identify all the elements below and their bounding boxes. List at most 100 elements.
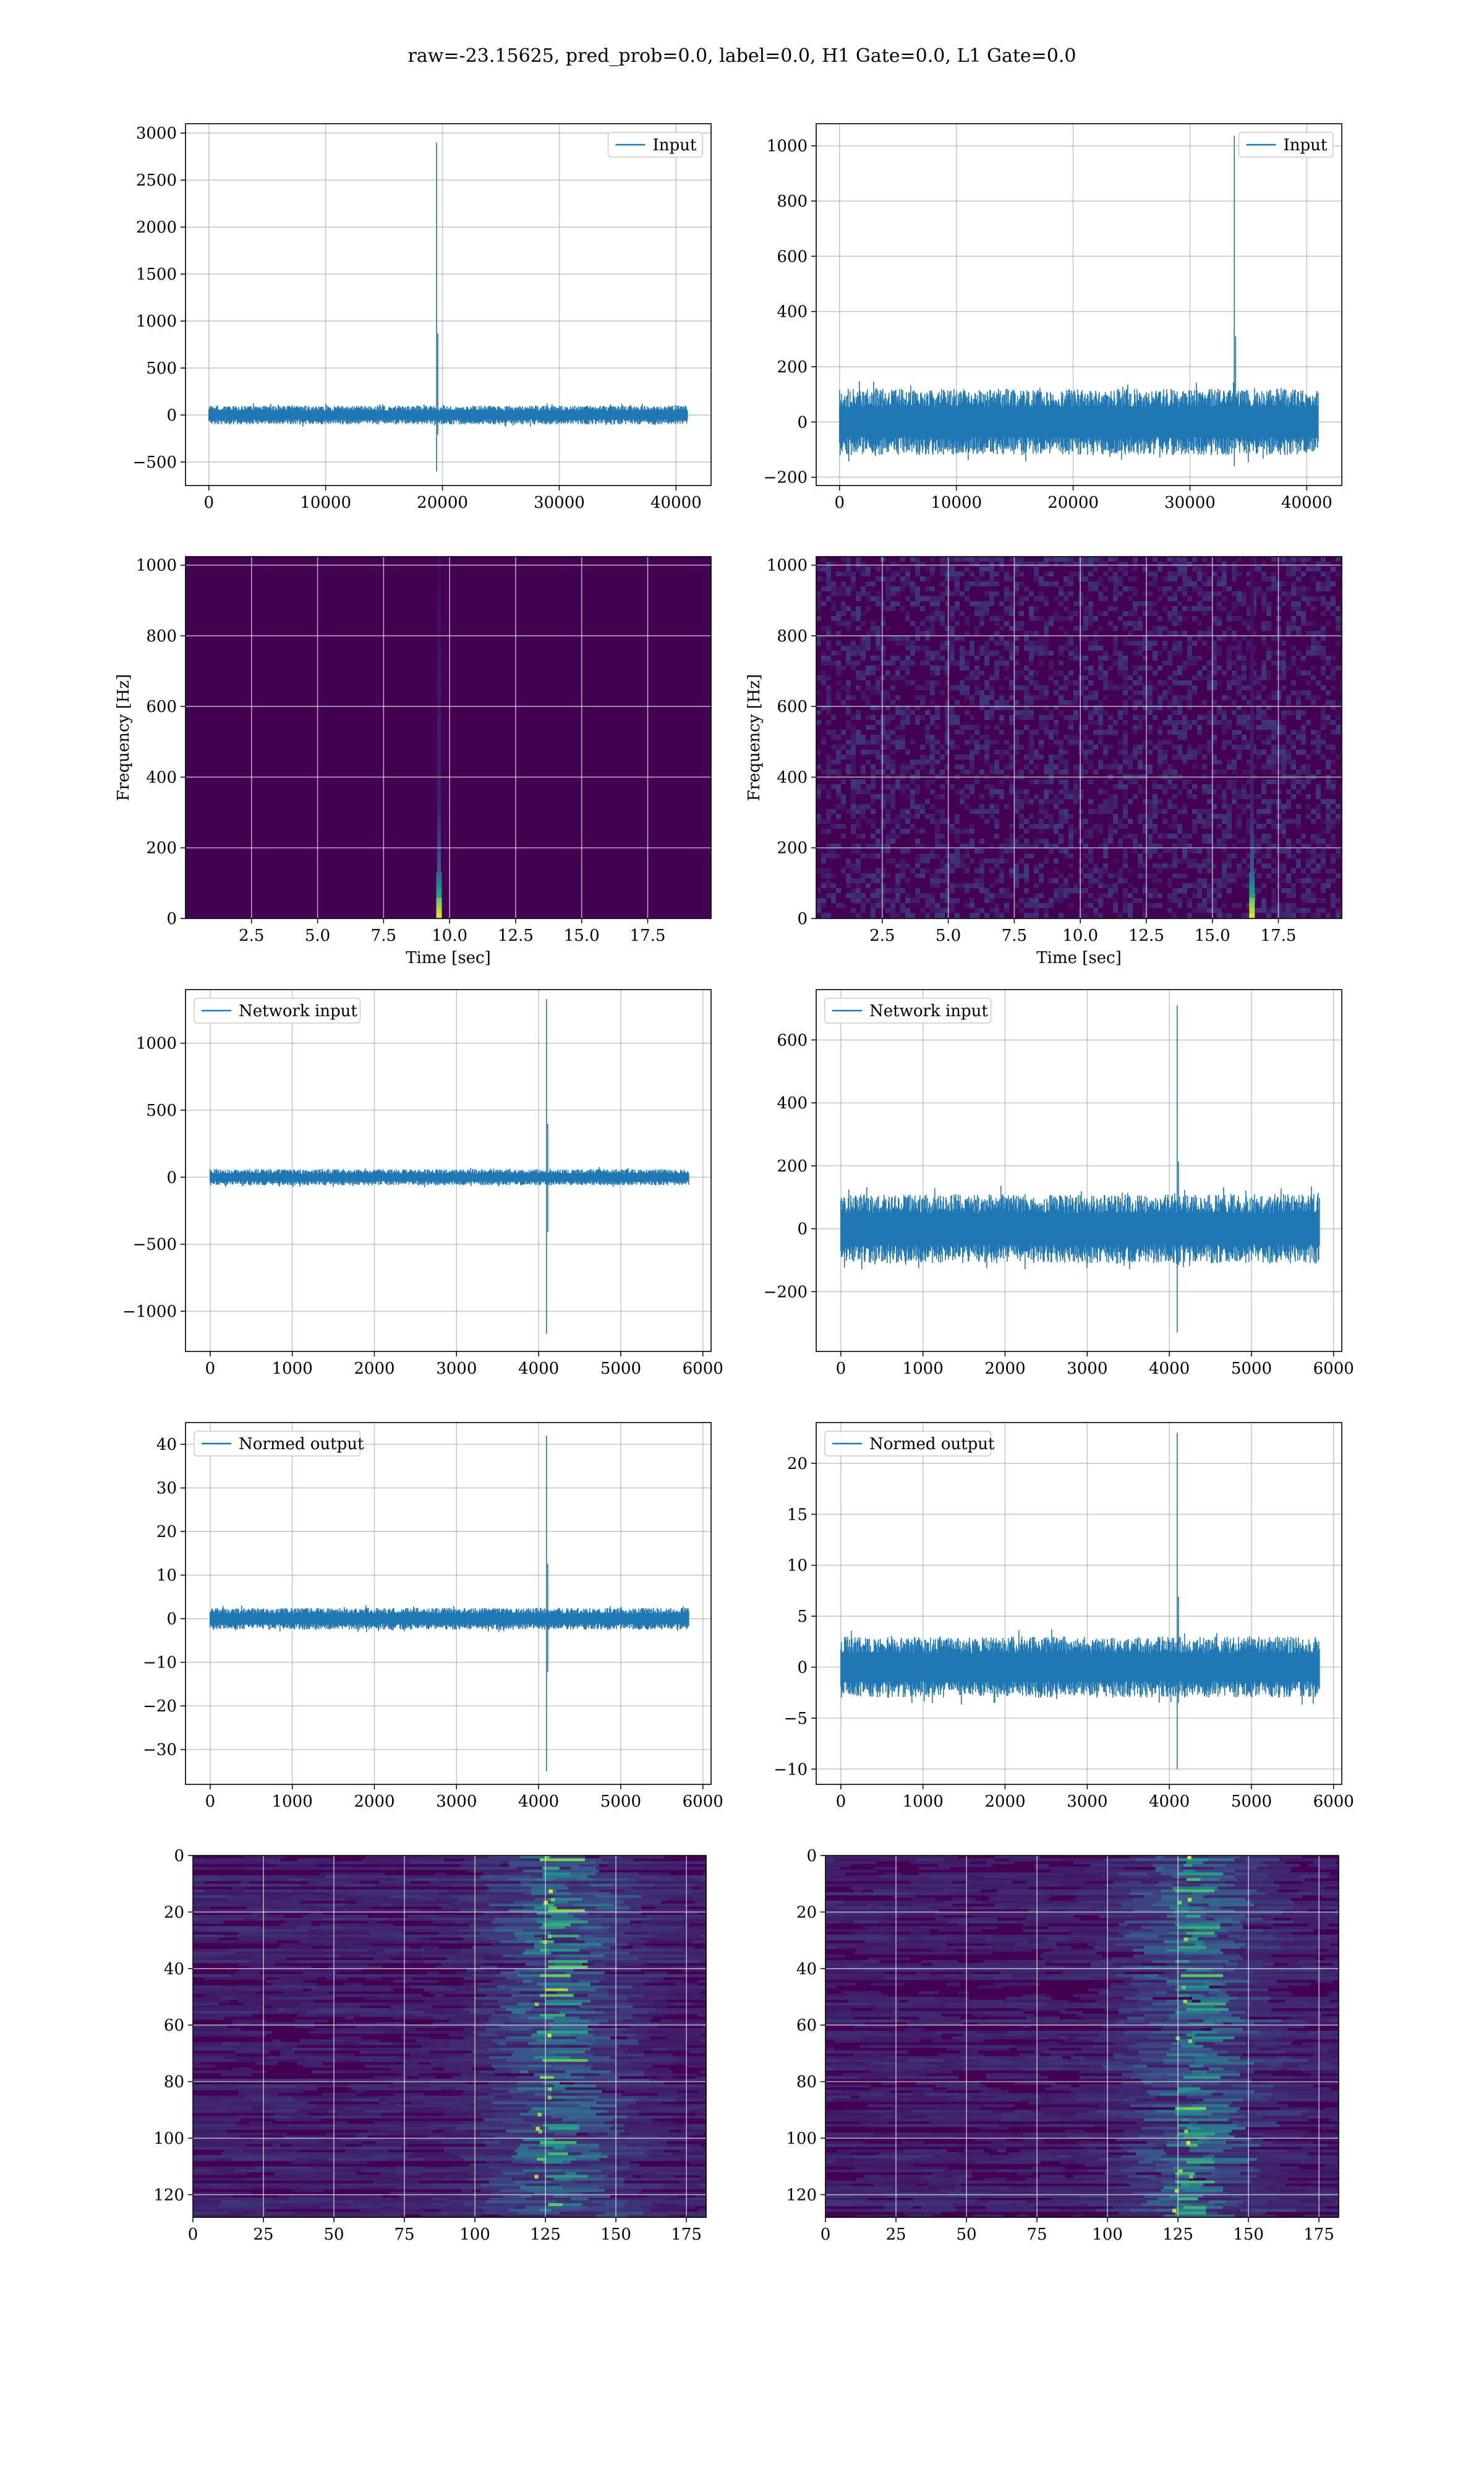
heatmap-cell (920, 646, 925, 651)
heatmap-cell (871, 705, 876, 710)
heatmap-cell (1217, 576, 1222, 581)
heatmap-cell (511, 1946, 526, 1950)
heatmap-cell (1316, 567, 1321, 571)
heatmap-cell (418, 1889, 447, 1893)
heatmap-cell (1123, 750, 1128, 755)
heatmap-cell (1143, 567, 1148, 571)
heatmap-cell (1088, 740, 1093, 745)
heatmap-cell (851, 809, 856, 814)
heatmap-cell (974, 685, 979, 690)
heatmap-cell (1167, 596, 1172, 601)
heatmap-cell (1182, 854, 1187, 858)
heatmap-cell (1083, 873, 1088, 878)
heatmap-cell (856, 735, 861, 740)
heatmap-cell (193, 2002, 219, 2006)
heatmap-cell (1242, 784, 1247, 789)
heatmap-cell (900, 908, 905, 913)
x-tick-label: 2.5 (869, 927, 895, 945)
heatmap-cell (1291, 779, 1296, 784)
heatmap-cell (1227, 651, 1232, 656)
heatmap-cell (984, 601, 989, 606)
heatmap-cell (461, 2000, 498, 2003)
heatmap-cell (1078, 750, 1083, 755)
heatmap-cell (1098, 611, 1103, 616)
heatmap-cell (999, 769, 1004, 774)
heatmap-cell (689, 1954, 704, 1958)
heatmap-cell (989, 794, 994, 799)
heatmap-cell (1098, 903, 1103, 908)
heatmap-cell (999, 844, 1004, 849)
heatmap-cell (1311, 596, 1316, 601)
heatmap-cell (1024, 755, 1029, 760)
heatmap-cell (452, 1932, 481, 1935)
heatmap-cell (436, 871, 442, 878)
heatmap-cell (1252, 675, 1256, 680)
heatmap-cell (881, 849, 885, 854)
heatmap-cell (522, 1903, 543, 1907)
heatmap-cell (1187, 562, 1192, 567)
heatmap-cell (945, 567, 950, 571)
heatmap-cell (1073, 715, 1078, 720)
heatmap-cell (1059, 750, 1064, 755)
heatmap-cell (1103, 656, 1108, 661)
heatmap-cell (965, 804, 970, 809)
x-tick-label: 1000 (272, 1359, 313, 1378)
heatmap-cell (935, 829, 940, 834)
heatmap-cell (193, 1937, 219, 1941)
heatmap-cell (1054, 764, 1059, 769)
heatmap-cell (497, 1985, 506, 1989)
heatmap-cell (979, 567, 984, 571)
heatmap-cell (1167, 661, 1172, 666)
heatmap-cell (856, 779, 861, 784)
heatmap-cell (1291, 868, 1296, 873)
heatmap-cell (910, 601, 915, 606)
heatmap-cell (387, 1926, 399, 1930)
legend-box (824, 1431, 992, 1457)
heatmap-cell (1133, 591, 1138, 596)
heatmap-cell (885, 784, 890, 789)
heatmap-cell (1078, 690, 1083, 695)
heatmap-cell (841, 621, 846, 626)
heatmap-cell (955, 819, 960, 824)
heatmap-cell (587, 1993, 608, 1997)
heatmap-cell (305, 1909, 320, 1912)
heatmap-cell (635, 1875, 659, 1878)
heatmap-cell (1306, 586, 1311, 591)
heatmap-cell (437, 717, 441, 722)
heatmap-cell (881, 799, 885, 804)
heatmap-cell (945, 670, 950, 675)
x-tick-label: 1000 (272, 1792, 313, 1811)
heatmap-cell (846, 685, 851, 690)
heatmap-cell (1039, 596, 1044, 601)
heatmap-cell (905, 571, 910, 576)
heatmap-cell (424, 1997, 439, 2000)
heatmap-cell (925, 893, 930, 898)
heatmap-cell (672, 1920, 706, 1924)
heatmap-cell (697, 1980, 706, 1983)
heatmap-cell (1078, 631, 1083, 636)
heatmap-cell (508, 1991, 521, 1995)
heatmap-cell (325, 1977, 349, 1980)
heatmap-cell (692, 1892, 706, 1896)
heatmap-cell (1256, 814, 1261, 819)
heatmap-cell (1242, 591, 1247, 596)
heatmap-cell (1182, 755, 1187, 760)
heatmap-cell (1014, 562, 1019, 567)
heatmap-cell (1271, 878, 1276, 883)
heatmap-cell (436, 882, 442, 888)
heatmap-cell (930, 651, 935, 656)
heatmap-cell (1113, 730, 1118, 735)
heatmap-cell (960, 725, 965, 730)
heatmap-cell (1237, 675, 1242, 680)
heatmap-cell (1029, 651, 1034, 656)
heatmap-cell (866, 819, 871, 824)
heatmap-cell (1044, 779, 1049, 784)
heatmap-cell (1306, 779, 1311, 784)
heatmap-cell (1227, 586, 1232, 591)
heatmap-cell (1123, 571, 1128, 576)
heatmap-cell (965, 863, 970, 868)
heatmap-cell (974, 670, 979, 675)
heatmap-cell (1064, 814, 1068, 819)
heatmap-cell (1093, 567, 1098, 571)
heatmap-cell (193, 1951, 236, 1955)
